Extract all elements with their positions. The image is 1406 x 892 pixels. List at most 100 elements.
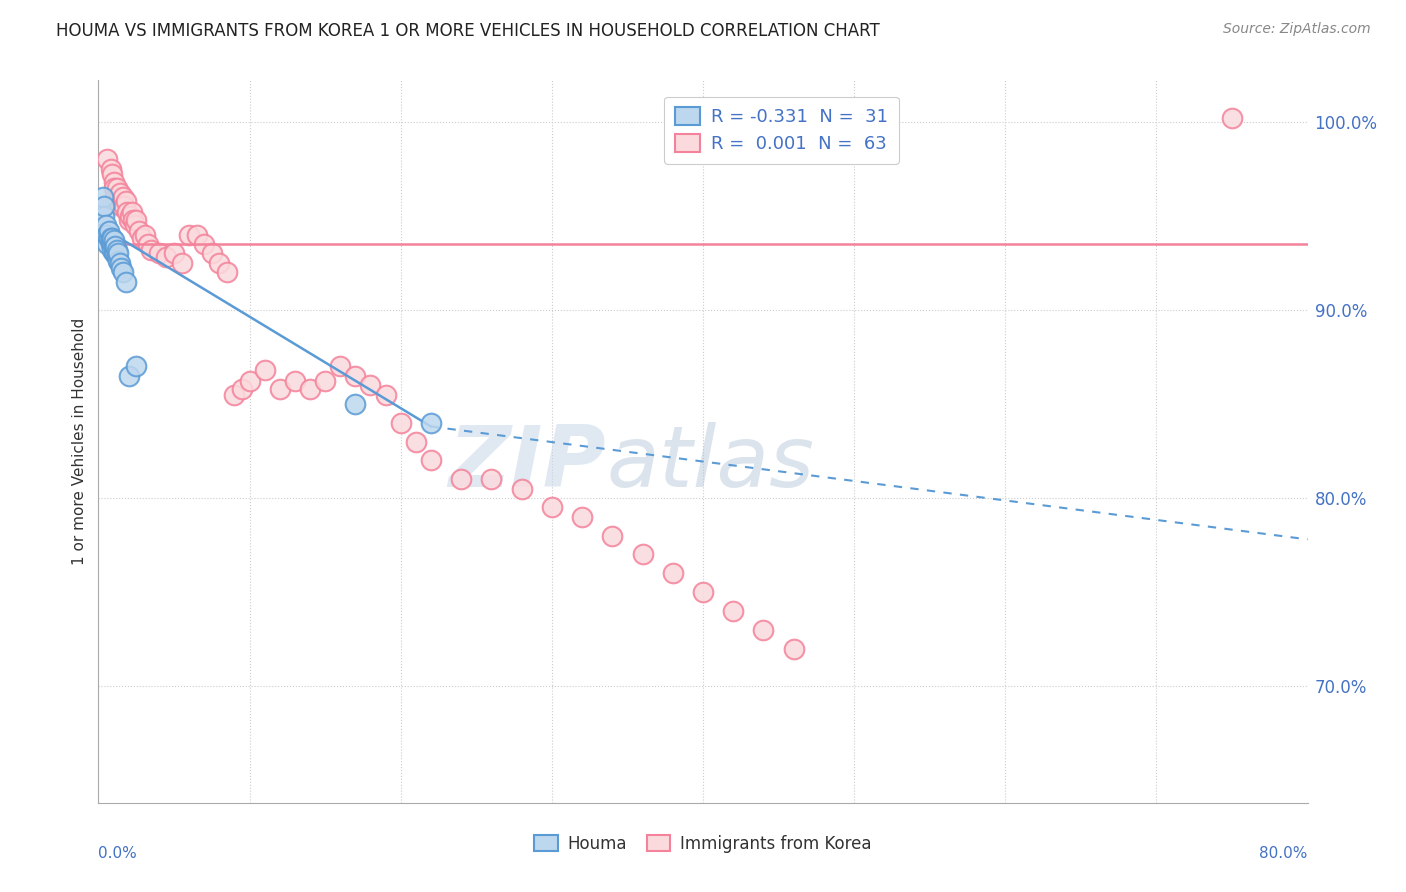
Point <box>253 363 276 377</box>
Point <box>115 205 138 219</box>
Point <box>112 199 135 213</box>
Point <box>215 265 238 279</box>
Point <box>136 237 159 252</box>
Point <box>155 250 177 264</box>
Point <box>752 623 775 637</box>
Point <box>344 368 367 383</box>
Text: Source: ZipAtlas.com: Source: ZipAtlas.com <box>1223 22 1371 37</box>
Text: ZIP: ZIP <box>449 422 606 505</box>
Point <box>231 382 253 396</box>
Point <box>510 482 533 496</box>
Point <box>179 227 201 242</box>
Point <box>540 500 562 515</box>
Point <box>104 190 127 204</box>
Point <box>723 604 745 618</box>
Point <box>101 231 124 245</box>
Point <box>389 416 412 430</box>
Point <box>148 246 170 260</box>
Point <box>108 186 131 201</box>
Point <box>163 246 186 260</box>
Point <box>481 472 503 486</box>
Point <box>125 212 148 227</box>
Point <box>284 374 307 388</box>
Point <box>103 175 125 189</box>
Point <box>118 368 141 383</box>
Point <box>103 246 125 260</box>
Point <box>96 237 118 252</box>
Point <box>420 416 443 430</box>
Point <box>193 237 215 252</box>
Point <box>114 275 136 289</box>
Point <box>110 199 132 213</box>
Point <box>208 256 231 270</box>
Point <box>314 374 336 388</box>
Text: 0.0%: 0.0% <box>98 847 138 861</box>
Point <box>269 382 291 396</box>
Point <box>94 218 117 232</box>
Point <box>105 180 128 194</box>
Point <box>450 472 472 486</box>
Point <box>299 382 322 396</box>
Point <box>107 246 129 260</box>
Point <box>125 359 148 374</box>
Point <box>103 241 125 255</box>
Point <box>101 243 124 257</box>
Point <box>374 387 396 401</box>
Point <box>103 233 125 247</box>
Point <box>631 548 654 562</box>
Text: HOUMA VS IMMIGRANTS FROM KOREA 1 OR MORE VEHICLES IN HOUSEHOLD CORRELATION CHART: HOUMA VS IMMIGRANTS FROM KOREA 1 OR MORE… <box>56 22 880 40</box>
Text: 80.0%: 80.0% <box>1260 847 1308 861</box>
Point <box>91 190 114 204</box>
Point <box>122 212 145 227</box>
Point <box>141 243 163 257</box>
Point <box>103 180 125 194</box>
Point <box>98 224 121 238</box>
Point <box>105 243 128 257</box>
Point <box>201 246 224 260</box>
Point <box>93 209 115 223</box>
Point <box>344 397 367 411</box>
Point <box>104 246 127 260</box>
Point <box>420 453 443 467</box>
Point <box>602 528 624 542</box>
Point <box>110 261 132 276</box>
Legend: Houma, Immigrants from Korea: Houma, Immigrants from Korea <box>527 828 879 860</box>
Point <box>111 265 134 279</box>
Point <box>224 387 246 401</box>
Point <box>120 209 142 223</box>
Point <box>94 227 117 242</box>
Point <box>100 231 122 245</box>
Point <box>170 256 193 270</box>
Point <box>96 153 118 167</box>
Point <box>105 250 128 264</box>
Point <box>108 256 131 270</box>
Text: atlas: atlas <box>606 422 814 505</box>
Point <box>107 194 129 208</box>
Point <box>783 641 806 656</box>
Point <box>134 227 156 242</box>
Point <box>101 167 124 181</box>
Point <box>329 359 352 374</box>
Y-axis label: 1 or more Vehicles in Household: 1 or more Vehicles in Household <box>72 318 87 566</box>
Point <box>100 161 122 176</box>
Point <box>571 509 593 524</box>
Point <box>661 566 683 581</box>
Point <box>118 212 141 227</box>
Point <box>114 194 136 208</box>
Point <box>124 218 146 232</box>
Point <box>360 378 382 392</box>
Point <box>100 237 122 252</box>
Point <box>98 231 121 245</box>
Point <box>405 434 427 449</box>
Point <box>111 190 134 204</box>
Point <box>1220 111 1243 125</box>
Point <box>93 199 115 213</box>
Point <box>131 231 153 245</box>
Point <box>239 374 262 388</box>
Point <box>128 224 150 238</box>
Point <box>121 205 143 219</box>
Point <box>692 585 714 599</box>
Point <box>186 227 208 242</box>
Point <box>104 239 127 253</box>
Point <box>101 235 124 249</box>
